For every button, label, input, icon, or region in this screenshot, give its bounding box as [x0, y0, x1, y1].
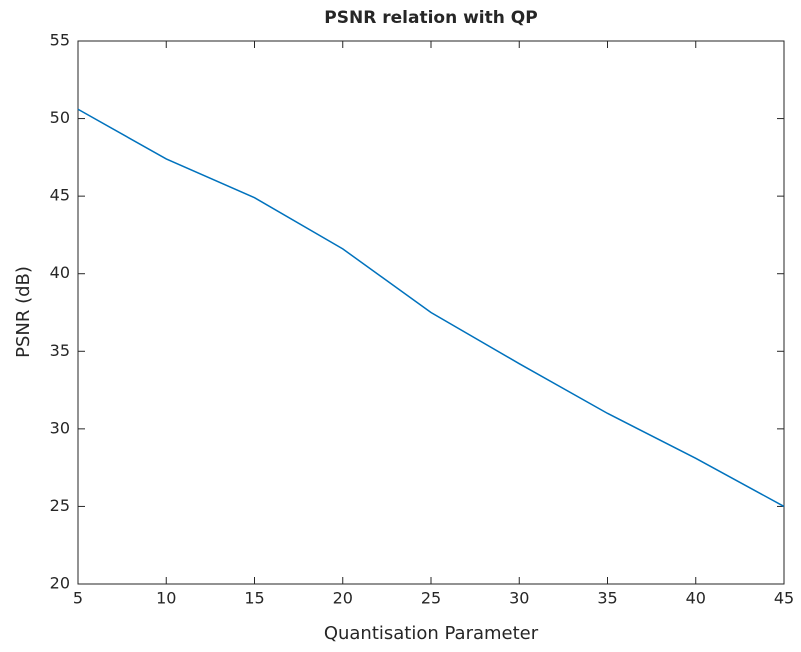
x-tick-label: 15: [244, 589, 264, 608]
y-tick-label: 40: [50, 263, 70, 282]
x-tick-label: 30: [509, 589, 529, 608]
data-line: [77, 108, 785, 508]
x-tick-label: 10: [156, 589, 176, 608]
y-tick-label: 25: [50, 496, 70, 515]
y-tick-label: 35: [50, 341, 70, 360]
y-tick-label: 55: [50, 31, 70, 50]
y-tick-label: 30: [50, 418, 70, 437]
y-tick-label: 50: [50, 108, 70, 127]
chart-title: PSNR relation with QP: [324, 8, 537, 28]
x-tick-label: 40: [686, 589, 706, 608]
x-tick-label: 35: [597, 589, 617, 608]
x-tick-label: 20: [333, 589, 353, 608]
y-axis-label: PSNR (dB): [13, 266, 34, 358]
y-tick-label: 45: [50, 186, 70, 205]
y-tick-label: 20: [50, 574, 70, 593]
x-tick-label: 45: [774, 589, 794, 608]
x-tick-label: 25: [421, 589, 441, 608]
x-axis-label: Quantisation Parameter: [324, 623, 539, 644]
x-tick-label: 5: [73, 589, 83, 608]
